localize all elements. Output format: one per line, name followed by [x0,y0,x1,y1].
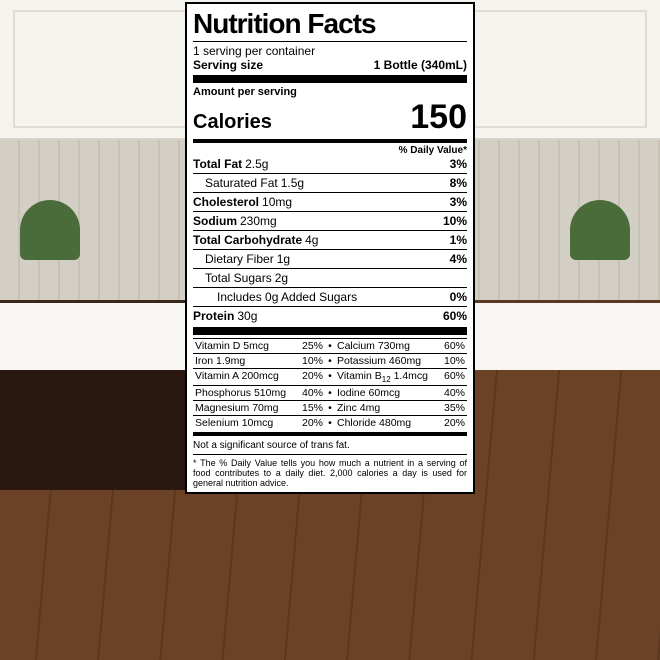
nutrient-amount: 1.5g [281,176,304,190]
micronutrient-cell: Vitamin B12 1.4mcg60% [335,368,467,385]
nutrient-row: Includes 0g Added Sugars 0% [193,289,467,305]
nutrient-name: Sodium [193,214,237,228]
micronutrient-cell: Iron 1.9mg10% [193,353,325,368]
bullet-separator: • [325,415,335,430]
micronutrient-cell: Iodine 60mcg40% [335,385,467,400]
nutrient-row: Cholesterol 10mg 3% [193,194,467,210]
panel-title: Nutrition Facts [193,8,467,40]
bullet-separator: • [325,385,335,400]
dv-footnote: * The % Daily Value tells you how much a… [193,456,467,488]
bullet-separator: • [325,368,335,385]
nutrient-dv: 1% [450,233,467,247]
nutrient-amount: 30g [237,309,257,323]
micronutrient-cell: Potassium 460mg10% [335,353,467,368]
nutrient-row: Total Fat 2.5g 3% [193,156,467,172]
nutrient-dv: 0% [450,290,467,304]
nutrient-amount: 10mg [262,195,292,209]
nutrient-amount: 2.5g [245,157,268,171]
calories-value: 150 [410,98,467,137]
nutrient-name: Cholesterol [193,195,259,209]
nutrient-name: Includes 0g Added Sugars [217,290,357,304]
serving-size-row: Serving size 1 Bottle (340mL) [193,58,467,72]
nutrient-list: Total Fat 2.5g 3% Saturated Fat 1.5g 8% Chol… [193,156,467,324]
micronutrient-cell: Vitamin D 5mcg25% [193,338,325,353]
nutrient-name: Total Carbohydrate [193,233,302,247]
nutrient-dv: 10% [443,214,467,228]
servings-per-container: 1 serving per container [193,44,467,58]
not-significant-note: Not a significant source of trans fat. [193,438,467,453]
nutrient-dv: 4% [450,252,467,266]
nutrient-name: Saturated Fat [205,176,278,190]
nutrient-row: Total Sugars 2g [193,270,467,286]
nutrient-name: Dietary Fiber [205,252,274,266]
nutrient-name: Total Fat [193,157,242,171]
amount-per-serving: Amount per serving [193,86,467,98]
micronutrient-cell: Selenium 10mcg20% [193,415,325,430]
nutrient-amount: 4g [305,233,318,247]
micronutrient-cell: Zinc 4mg35% [335,400,467,415]
nutrient-name: Total Sugars [205,271,272,285]
micronutrient-cell: Chloride 480mg20% [335,415,467,430]
nutrient-dv: 8% [450,176,467,190]
serving-size-label: Serving size [193,58,263,72]
nutrient-row: Protein 30g 60% [193,308,467,324]
dv-header: % Daily Value* [193,145,467,156]
nutrient-row: Total Carbohydrate 4g 1% [193,232,467,248]
nutrition-facts-panel: Nutrition Facts 1 serving per container … [185,2,475,494]
nutrient-row: Sodium 230mg 10% [193,213,467,229]
nutrient-row: Dietary Fiber 1g 4% [193,251,467,267]
nutrient-dv: 60% [443,309,467,323]
nutrient-amount: 230mg [240,214,277,228]
nutrient-amount: 2g [275,271,288,285]
bullet-separator: • [325,338,335,353]
calories-label: Calories [193,111,272,134]
micronutrient-cell: Vitamin A 200mcg20% [193,368,325,385]
bullet-separator: • [325,353,335,368]
nutrient-row: Saturated Fat 1.5g 8% [193,175,467,191]
micronutrient-cell: Calcium 730mg60% [335,338,467,353]
calories-row: Calories 150 [193,98,467,137]
micronutrient-grid: Vitamin D 5mcg25%•Calcium 730mg60%Iron 1… [193,338,467,430]
nutrient-dv: 3% [450,157,467,171]
micronutrient-cell: Magnesium 70mg15% [193,400,325,415]
micronutrient-cell: Phosphorus 510mg40% [193,385,325,400]
nutrient-dv: 3% [450,195,467,209]
serving-size-value: 1 Bottle (340mL) [374,58,467,72]
nutrient-name: Protein [193,309,234,323]
nutrient-amount: 1g [277,252,290,266]
bullet-separator: • [325,400,335,415]
